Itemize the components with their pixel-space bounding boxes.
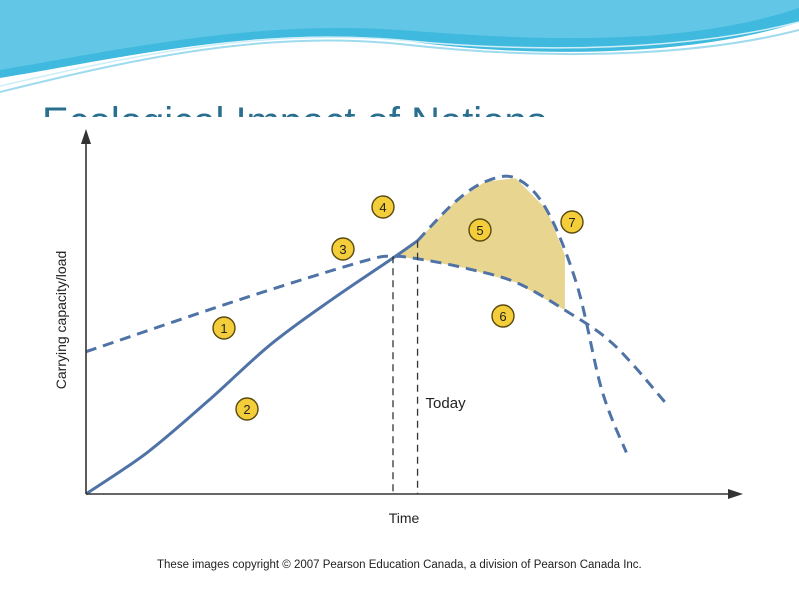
callout-circle bbox=[560, 210, 584, 234]
callout-marker-5: 5 bbox=[468, 218, 492, 242]
callout-marker-1: 1 bbox=[212, 316, 236, 340]
callout-number: 7 bbox=[568, 215, 575, 230]
y-axis-label: Carrying capacity/load bbox=[53, 251, 69, 390]
x-axis-label: Time bbox=[389, 510, 420, 526]
copyright-notice: These images copyright © 2007 Pearson Ed… bbox=[157, 559, 642, 571]
slide-header-wave bbox=[0, 0, 799, 93]
callout-circle bbox=[371, 195, 395, 219]
callout-number: 1 bbox=[220, 321, 227, 336]
x-axis-arrow-icon bbox=[728, 489, 743, 499]
callout-circle bbox=[491, 304, 515, 328]
callout-number: 6 bbox=[499, 309, 506, 324]
callout-marker-3: 3 bbox=[331, 237, 355, 261]
shaded-region bbox=[393, 178, 565, 311]
callout-marker-4: 4 bbox=[371, 195, 395, 219]
callout-marker-7: 7 bbox=[560, 210, 584, 234]
callout-number: 3 bbox=[339, 242, 346, 257]
series-line-projection bbox=[416, 174, 628, 453]
figure-panel: 1 2 3 4 5 6 7 Today Time Carrying capacity/load bbox=[40, 117, 778, 580]
callout-number: 2 bbox=[243, 402, 250, 417]
callout-circle bbox=[331, 237, 355, 261]
callout-circle bbox=[468, 218, 492, 242]
carrying-capacity-chart: 1 2 3 4 5 6 7 Today Time Carrying capacity/load bbox=[53, 129, 743, 526]
callout-number: 5 bbox=[476, 223, 483, 238]
callout-circle bbox=[212, 316, 236, 340]
series-line-dashed bbox=[85, 254, 671, 409]
callout-marker-6: 6 bbox=[491, 304, 515, 328]
series-line-solid bbox=[85, 239, 419, 496]
callout-marker-2: 2 bbox=[235, 397, 259, 421]
callout-number: 4 bbox=[379, 200, 386, 215]
callout-circle bbox=[235, 397, 259, 421]
today-label: Today bbox=[426, 395, 467, 412]
y-axis-arrow-icon bbox=[81, 129, 91, 144]
